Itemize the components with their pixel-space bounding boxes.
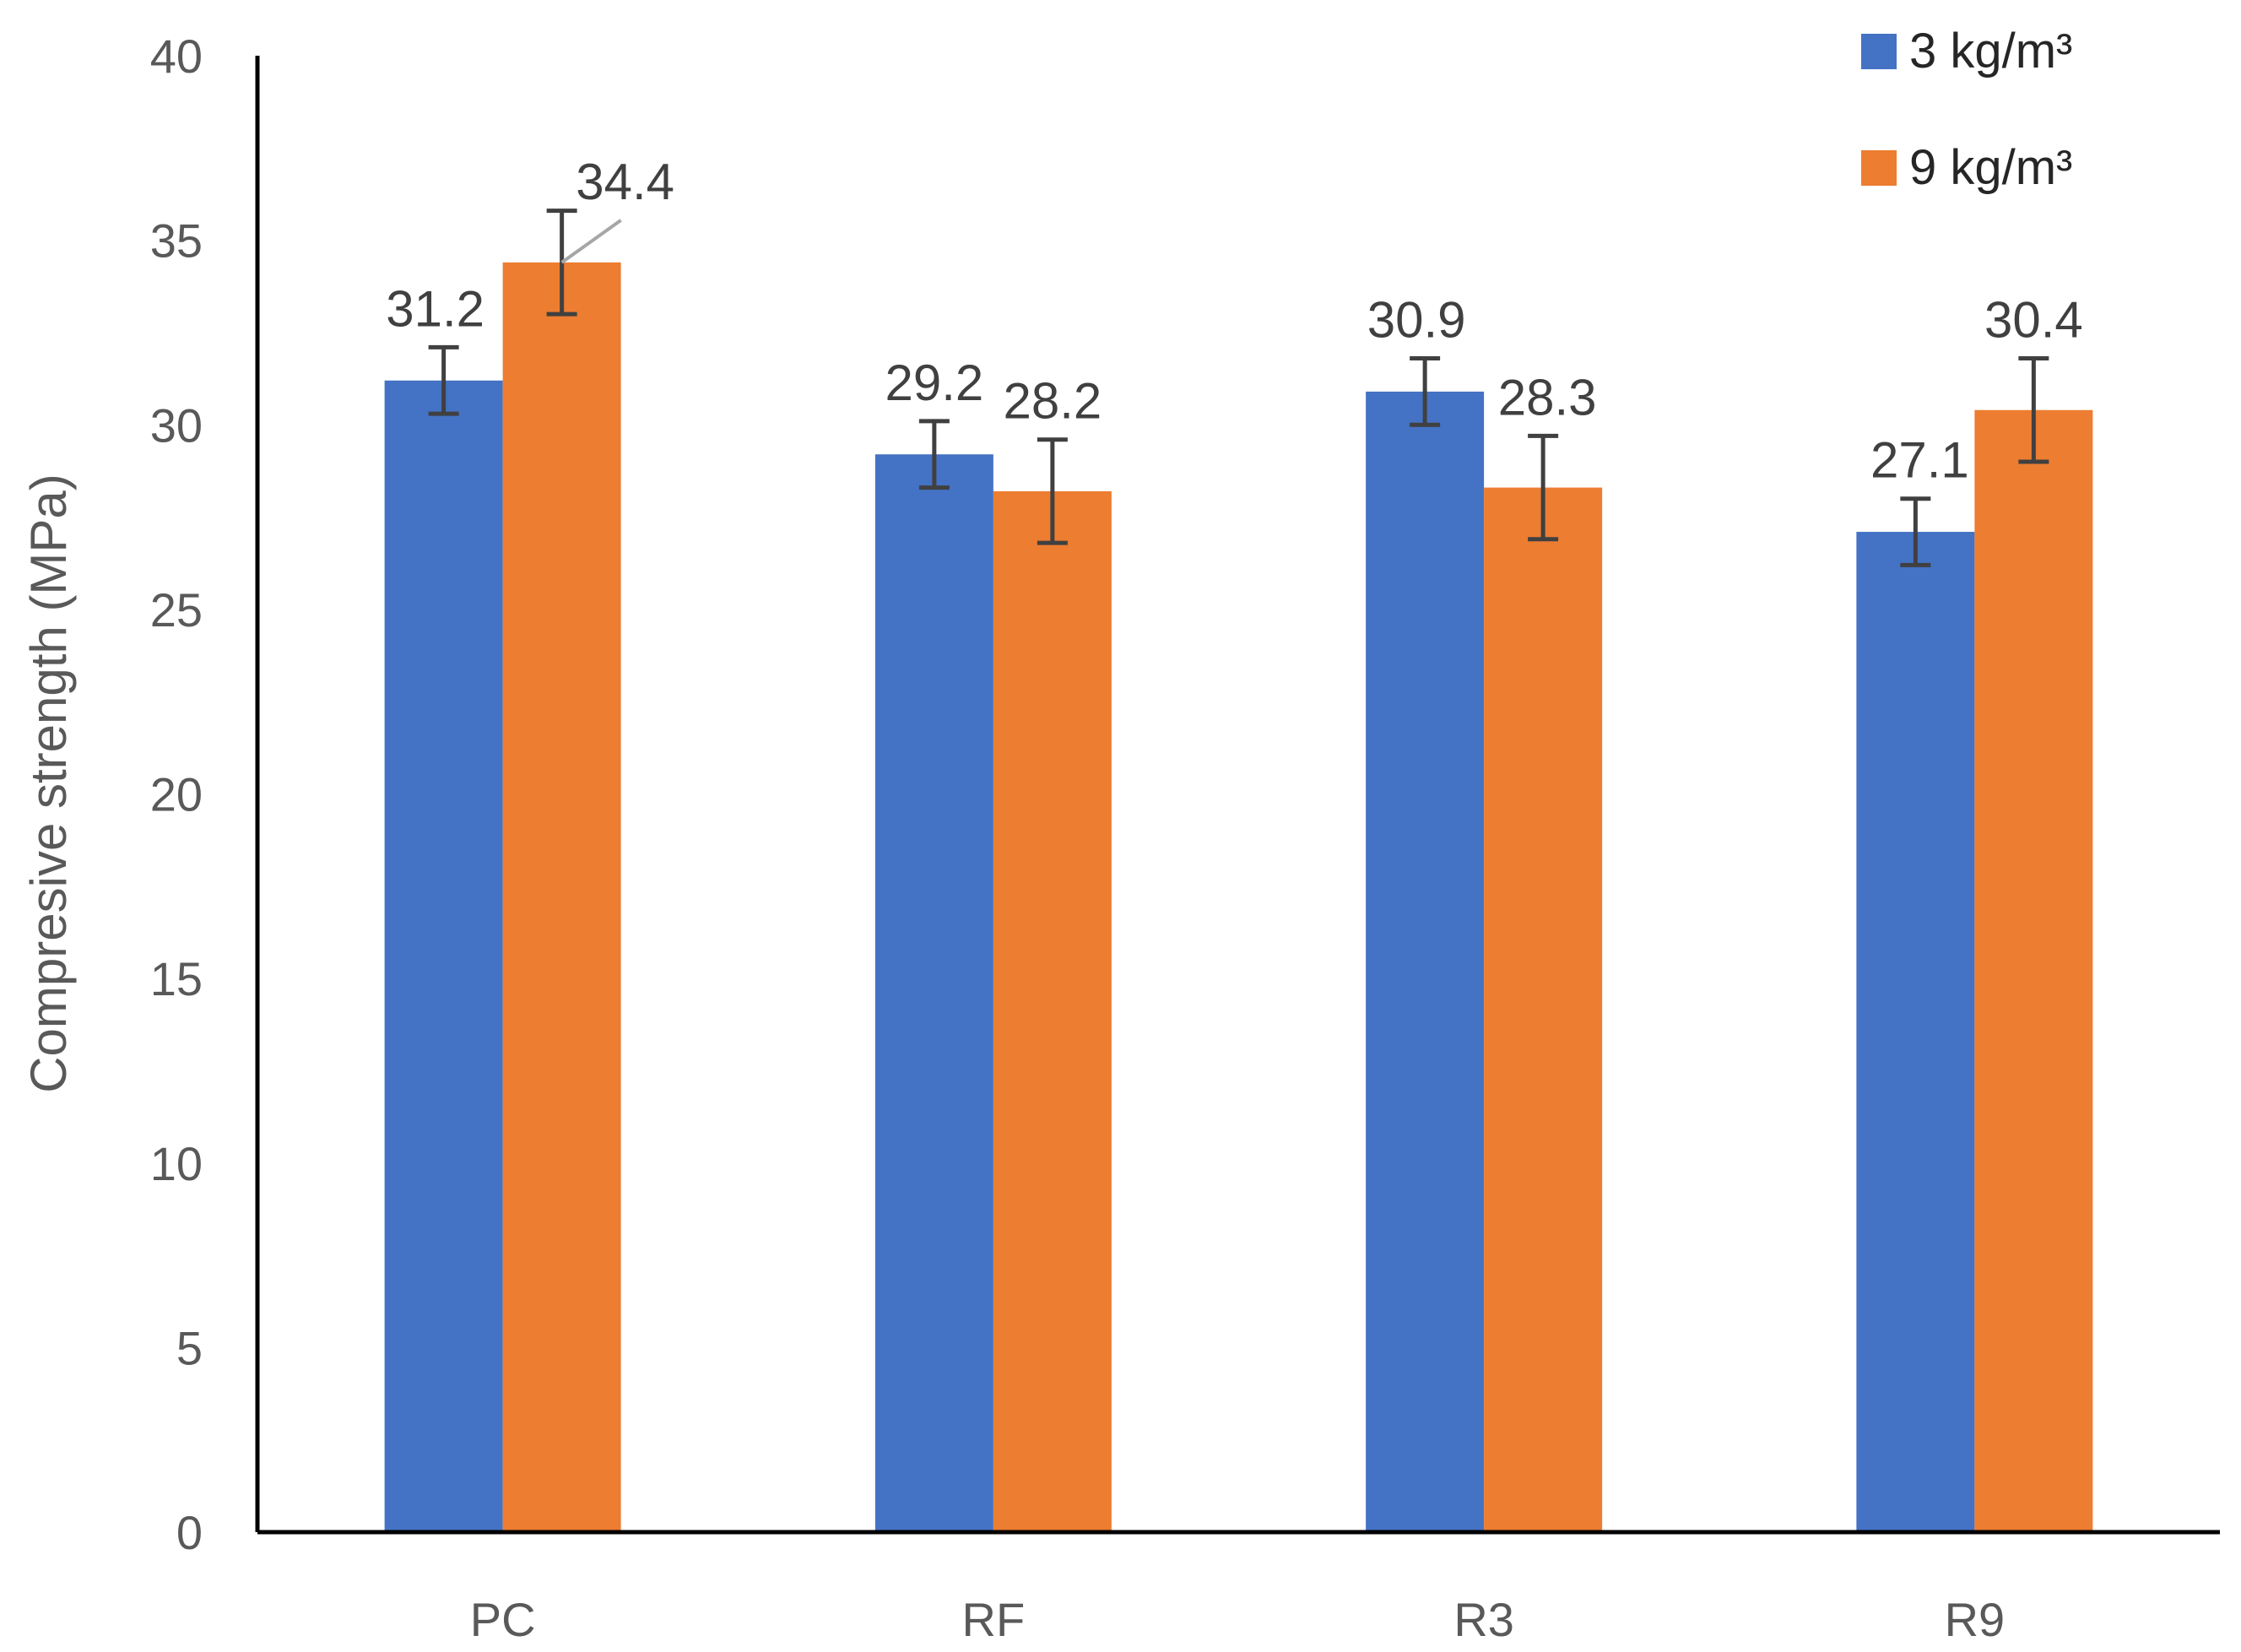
data-label-PC-series-1: 31.2 [386, 280, 484, 337]
leader-line-PC-series-2 [560, 219, 622, 264]
data-labels: 31.2 34.4 29.2 28.2 30.9 28.3 27.1 30.4 [386, 154, 2083, 489]
error-bar-R9-series-1 [1900, 496, 1931, 567]
legend-label-1: 3 kg/m³ [1909, 24, 2072, 79]
legend-swatch-2 [1861, 150, 1897, 186]
legend: 3 kg/m³ 9 kg/m³ [1861, 24, 2072, 195]
data-label-R3-series-1: 30.9 [1367, 292, 1466, 349]
y-tick-label-20: 20 [150, 768, 203, 821]
error-bar-PC-series-2 [546, 209, 577, 317]
bar-RF-series-1 [874, 454, 993, 1532]
data-label-RF-series-1: 29.2 [885, 355, 983, 411]
legend-label-2: 9 kg/m³ [1909, 140, 2072, 195]
x-tick-label-R9: R9 [1945, 1593, 2006, 1646]
x-tick-label-RF: RF [962, 1593, 1026, 1646]
legend-item-1: 3 kg/m³ [1861, 24, 2072, 79]
category-labels: PC RF R3 R9 [470, 1593, 2005, 1646]
bar-PC-series-1 [384, 380, 503, 1532]
error-bar-RF-series-1 [918, 419, 950, 490]
y-tick-label-40: 40 [150, 30, 203, 83]
bar-PC-series-2 [502, 262, 621, 1532]
bars [384, 262, 2093, 1533]
y-tick-label-0: 0 [176, 1506, 203, 1559]
error-bar-R3-series-2 [1528, 433, 1559, 542]
error-bar-R9-series-2 [2018, 356, 2049, 464]
bar-R3-series-2 [1484, 487, 1603, 1532]
bar-R3-series-1 [1366, 391, 1485, 1533]
error-bars [428, 209, 2049, 567]
y-tick-label-10: 10 [150, 1137, 203, 1190]
y-axis-title-group: Compresive strength (MPa) [20, 474, 77, 1093]
y-tick-label-35: 35 [150, 214, 203, 268]
data-label-R9-series-2: 30.4 [1984, 292, 2083, 349]
data-label-R3-series-2: 28.3 [1498, 369, 1597, 425]
axes [255, 56, 2220, 1535]
legend-swatch-1 [1861, 34, 1897, 69]
x-tick-label-R3: R3 [1453, 1593, 1514, 1646]
error-bar-R3-series-1 [1410, 356, 1441, 427]
y-axis-ticks: 0 5 10 15 20 25 30 35 40 [150, 30, 203, 1559]
y-axis-title: Compresive strength (MPa) [20, 474, 77, 1093]
bar-R9-series-2 [1974, 409, 2093, 1532]
legend-item-2: 9 kg/m³ [1861, 140, 2072, 195]
data-label-PC-series-2: 34.4 [576, 154, 674, 210]
x-tick-label-PC: PC [470, 1593, 536, 1646]
y-tick-label-5: 5 [176, 1321, 203, 1374]
bar-R9-series-1 [1856, 532, 1975, 1532]
error-bar-PC-series-1 [428, 344, 459, 416]
y-tick-label-30: 30 [150, 398, 203, 452]
data-label-RF-series-2: 28.2 [1003, 373, 1102, 430]
bar-RF-series-2 [993, 490, 1112, 1532]
y-tick-label-15: 15 [150, 952, 203, 1005]
data-label-R9-series-1: 27.1 [1870, 432, 1969, 489]
y-tick-label-25: 25 [150, 583, 203, 636]
error-bar-RF-series-2 [1037, 437, 1068, 545]
